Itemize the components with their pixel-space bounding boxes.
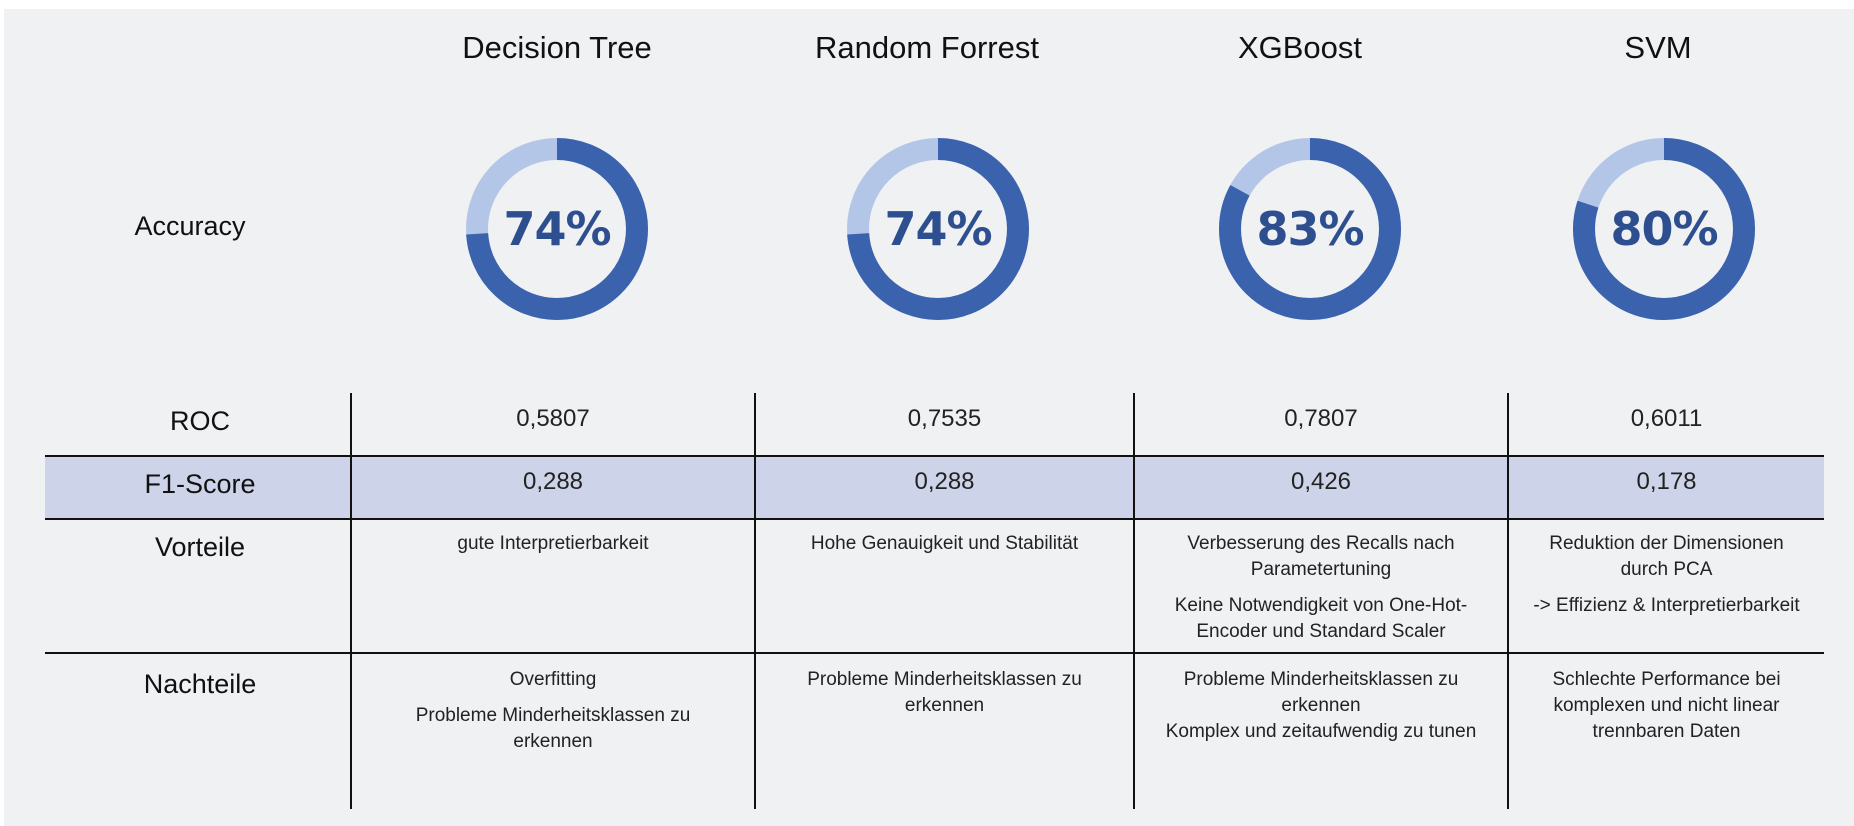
donut-svg xyxy=(1573,138,1755,320)
f1-value-xgboost: 0,426 xyxy=(1290,468,1352,495)
nachteil-text: Komplex und zeitaufwendig zu tunen xyxy=(1165,721,1477,742)
vorteil-text: Hohe Genauigkeit und Stabilität xyxy=(810,533,1079,554)
nachteile-decision-tree: Overfitting Probleme Minderheitsklassen … xyxy=(392,667,714,755)
row-label-roc: ROC xyxy=(170,406,230,436)
vorteil-text: Reduktion der Dimensionen durch PCA xyxy=(1549,533,1784,580)
donut-value-arc xyxy=(1219,138,1401,320)
row-label-accuracy: Accuracy xyxy=(134,211,246,241)
accuracy-donut-svm: 80% xyxy=(1573,138,1755,320)
nachteile-xgboost: Probleme Minderheitsklassen zu erkennen … xyxy=(1160,667,1482,745)
accuracy-donut-random-forrest: 74% xyxy=(847,138,1029,320)
f1-value-decision-tree: 0,288 xyxy=(522,468,584,495)
donut-value-arc xyxy=(1573,138,1755,320)
roc-value-xgboost: 0,7807 xyxy=(1284,405,1358,432)
nachteile-svm: Schlechte Performance bei komplexen und … xyxy=(1525,667,1808,745)
row-label-vorteile: Vorteile xyxy=(154,532,246,562)
row-divider-f1-vorteile xyxy=(45,518,1824,520)
nachteil-text: Schlechte Performance bei komplexen und … xyxy=(1552,669,1781,742)
donut-value-arc xyxy=(466,138,648,320)
f1-value-svm: 0,178 xyxy=(1636,468,1697,495)
row-divider-roc-f1 xyxy=(45,455,1824,457)
row-label-f1: F1-Score xyxy=(144,469,256,499)
row-label-nachteile: Nachteile xyxy=(143,669,257,699)
vorteil-text: Verbesserung des Recalls nach Parametert… xyxy=(1187,533,1455,580)
donut-value-arc xyxy=(847,138,1029,320)
column-divider-2 xyxy=(754,393,756,809)
roc-value-random-forrest: 0,7535 xyxy=(907,405,982,432)
roc-value-decision-tree: 0,5807 xyxy=(516,405,590,432)
column-divider-1 xyxy=(350,393,352,809)
nachteil-text: Overfitting xyxy=(509,669,597,690)
accuracy-donut-decision-tree: 74% xyxy=(466,138,648,320)
roc-value-svm: 0,6011 xyxy=(1630,405,1703,432)
vorteil-text: Keine Notwendigkeit von One-Hot-Encoder … xyxy=(1174,595,1468,642)
vorteile-random-forrest: Hohe Genauigkeit und Stabilität xyxy=(786,531,1103,557)
nachteil-text: Probleme Minderheitsklassen zu erkennen xyxy=(415,705,691,752)
model-title-random-forrest: Random Forrest xyxy=(815,30,1039,65)
accuracy-donut-xgboost: 83% xyxy=(1219,138,1401,320)
nachteil-text: Probleme Minderheitsklassen zu erkennen xyxy=(1183,669,1459,716)
donut-svg xyxy=(1219,138,1401,320)
row-divider-vorteile-nachteile xyxy=(45,652,1824,654)
f1-value-random-forrest: 0,288 xyxy=(914,468,975,495)
vorteile-xgboost: Verbesserung des Recalls nach Parametert… xyxy=(1160,531,1482,645)
donut-svg xyxy=(466,138,648,320)
donut-svg xyxy=(847,138,1029,320)
accuracy-value: 74% xyxy=(503,202,611,256)
model-title-svm: SVM xyxy=(1624,30,1692,65)
vorteil-text: -> Effizienz & Interpretierbarkeit xyxy=(1533,595,1800,616)
model-title-decision-tree: Decision Tree xyxy=(462,30,652,65)
accuracy-value: 80% xyxy=(1610,202,1718,256)
column-divider-3 xyxy=(1133,393,1135,809)
nachteil-text: Probleme Minderheitsklassen zu erkennen xyxy=(807,669,1082,716)
vorteil-text: gute Interpretierbarkeit xyxy=(457,533,649,554)
vorteile-decision-tree: gute Interpretierbarkeit xyxy=(392,531,714,557)
accuracy-value: 83% xyxy=(1256,202,1364,256)
column-divider-4 xyxy=(1507,393,1509,809)
nachteile-random-forrest: Probleme Minderheitsklassen zu erkennen xyxy=(786,667,1103,719)
model-title-xgboost: XGBoost xyxy=(1237,30,1363,65)
vorteile-svm: Reduktion der Dimensionen durch PCA -> E… xyxy=(1525,531,1808,619)
accuracy-value: 74% xyxy=(884,202,992,256)
f1-row-band xyxy=(45,456,1824,518)
